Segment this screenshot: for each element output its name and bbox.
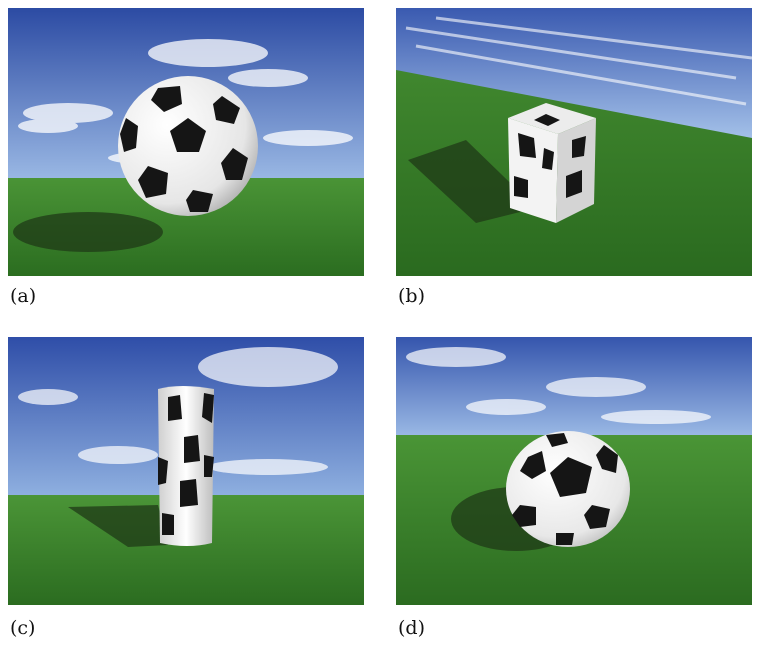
panel-b [396,8,752,276]
cube-shadow [408,140,536,223]
panel-a [8,8,364,276]
panel-c [8,337,364,605]
panel-a-image [8,8,364,276]
caption-d: (d) [398,617,425,639]
clouds [18,347,338,475]
soccer-ball-column [158,386,214,546]
caption-b: (b) [398,285,425,307]
ball-shadow [13,212,163,252]
caption-c: (c) [10,617,36,639]
soccer-ball-cube [508,103,596,223]
panel-d-image [396,337,752,605]
clouds [405,16,752,106]
caption-a: (a) [10,285,37,307]
soccer-ball-squashed [506,431,630,547]
panel-c-image [8,337,364,605]
column-shadow [68,505,168,547]
panel-d [396,337,752,605]
clouds [406,347,711,424]
soccer-ball-sphere [118,76,258,216]
panel-b-image [396,8,752,276]
